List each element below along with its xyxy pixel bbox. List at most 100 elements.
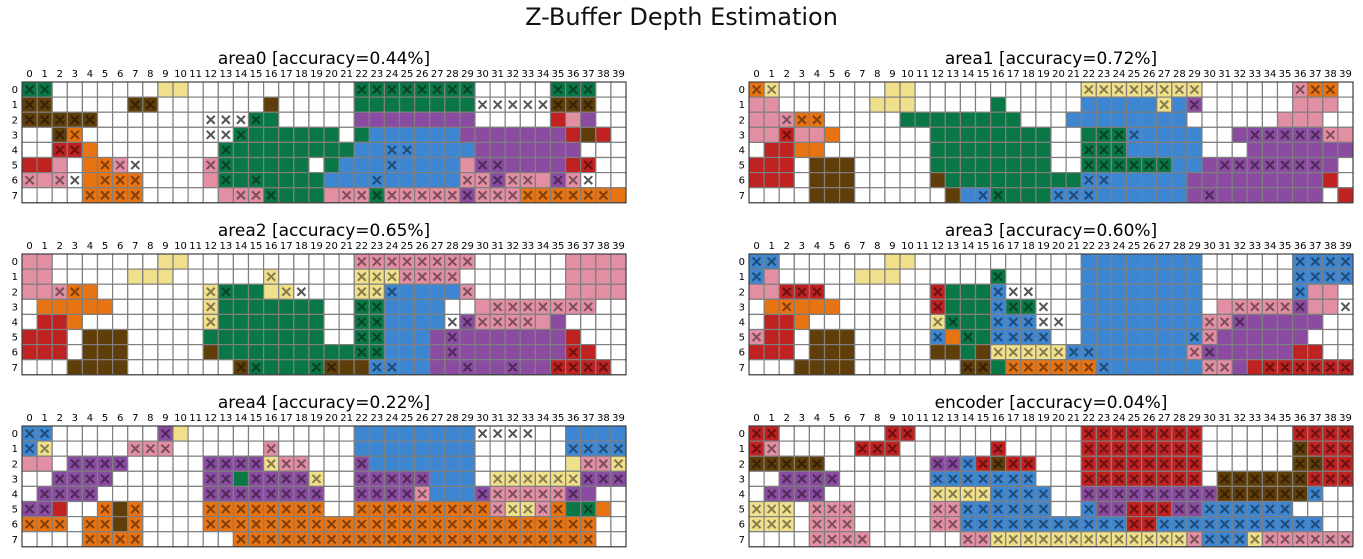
y-tick-label: 0: [12, 85, 18, 96]
heatmap-cell: [444, 96, 461, 113]
heatmap-cell: [217, 253, 235, 270]
heatmap-cell: [96, 253, 114, 270]
heatmap-cell: [414, 298, 431, 316]
heatmap-cell: [202, 359, 219, 376]
cross-marker: [1189, 84, 1200, 95]
cross-marker: [751, 428, 762, 439]
heatmap-cell: [1322, 96, 1339, 113]
heatmap-cell: [990, 171, 1007, 189]
x-tick-label: 34: [537, 69, 550, 80]
heatmap-cell: [353, 96, 370, 113]
x-tick-label: 23: [370, 413, 383, 424]
cross-marker: [372, 256, 382, 267]
cross-marker: [1099, 130, 1109, 140]
cross-marker: [55, 474, 65, 484]
x-tick-label: 33: [521, 241, 534, 252]
heatmap-cell: [1216, 96, 1233, 113]
cross-marker: [281, 474, 291, 484]
cross-marker: [1189, 474, 1200, 484]
x-tick-label: 12: [931, 69, 944, 80]
cross-marker: [432, 256, 442, 267]
heatmap-cell: [66, 515, 83, 533]
heatmap-cell: [81, 500, 99, 518]
heatmap-cell: [1201, 440, 1218, 457]
x-tick-label: 6: [117, 413, 123, 424]
heatmap-cell: [21, 126, 38, 144]
heatmap-cell: [157, 313, 174, 331]
heatmap-cell: [383, 313, 401, 331]
x-tick-label: 27: [1158, 241, 1171, 252]
cross-marker: [1159, 84, 1169, 95]
x-tick-label: 7: [132, 241, 138, 252]
heatmap-cell: [383, 455, 401, 472]
heatmap-cell: [1216, 81, 1233, 98]
heatmap-cell: [1080, 268, 1097, 285]
cross-marker: [782, 474, 792, 484]
heatmap-cell: [534, 455, 552, 472]
heatmap-cell: [127, 343, 144, 361]
heatmap-cell: [823, 283, 841, 300]
heatmap-cell: [793, 440, 810, 457]
x-tick-label: 25: [1128, 69, 1141, 80]
heatmap-cell: [21, 455, 38, 472]
x-tick-label: 7: [859, 69, 865, 80]
heatmap-cell: [610, 531, 627, 548]
cross-marker: [1084, 519, 1094, 529]
cross-marker: [1295, 84, 1305, 95]
heatmap-cell: [534, 343, 552, 361]
heatmap-cell: [610, 343, 627, 361]
heatmap-cell: [217, 187, 235, 204]
heatmap-cell: [549, 156, 567, 174]
heatmap-cell: [187, 126, 204, 144]
cross-marker: [963, 534, 973, 544]
heatmap-cell: [1141, 359, 1158, 376]
heatmap-cell: [21, 343, 38, 361]
heatmap-cell: [1337, 515, 1354, 533]
heatmap-cell: [338, 470, 355, 488]
heatmap-cell: [142, 531, 159, 548]
cross-marker: [613, 459, 624, 469]
heatmap-cell: [823, 440, 841, 457]
y-tick-label: 4: [12, 145, 18, 156]
cross-marker: [24, 519, 35, 529]
heatmap-cell: [187, 328, 204, 346]
heatmap-cell: [1020, 96, 1037, 113]
x-tick-label: 13: [219, 69, 232, 80]
heatmap-cell: [854, 187, 871, 204]
heatmap-cell: [564, 253, 582, 270]
cross-marker: [100, 504, 110, 514]
heatmap-cell: [172, 531, 189, 548]
heatmap-cell: [81, 343, 99, 361]
x-tick-label: 16: [265, 413, 278, 424]
heatmap-cell: [808, 359, 826, 376]
heatmap-cell: [459, 96, 476, 113]
x-tick-label: 2: [784, 241, 790, 252]
cross-marker: [266, 443, 276, 454]
cross-marker: [1265, 160, 1275, 170]
heatmap-cell: [368, 111, 385, 128]
heatmap-cell: [838, 343, 856, 361]
x-tick-label: 9: [889, 241, 895, 252]
heatmap-cell: [489, 283, 506, 300]
cross-marker: [1023, 504, 1034, 514]
cross-marker: [417, 489, 427, 499]
heatmap-cell: [1065, 268, 1082, 285]
heatmap-panel-encoder: encoder [accuracy=0.04%]0 1 2 3 4 5 6 7 8 9 10 11 12…: [739, 393, 1354, 548]
cross-marker: [206, 160, 216, 170]
heatmap-cell: [51, 328, 68, 346]
heatmap-cell: [1005, 126, 1022, 144]
heatmap-cell: [338, 253, 355, 270]
heatmap-cell: [1050, 470, 1067, 488]
heatmap-cell: [763, 343, 780, 361]
y-tick-label: 0: [12, 429, 18, 440]
heatmap-cell: [823, 187, 841, 204]
heatmap-cell: [127, 313, 144, 331]
heatmap-cell: [323, 96, 340, 113]
cross-marker: [55, 287, 65, 297]
cross-marker: [1008, 504, 1018, 514]
x-tick-label: 26: [1143, 241, 1156, 252]
x-tick-label: 4: [814, 69, 820, 80]
y-tick-label: 4: [12, 317, 18, 328]
heatmap-cell: [793, 343, 810, 361]
cross-marker: [296, 519, 307, 529]
